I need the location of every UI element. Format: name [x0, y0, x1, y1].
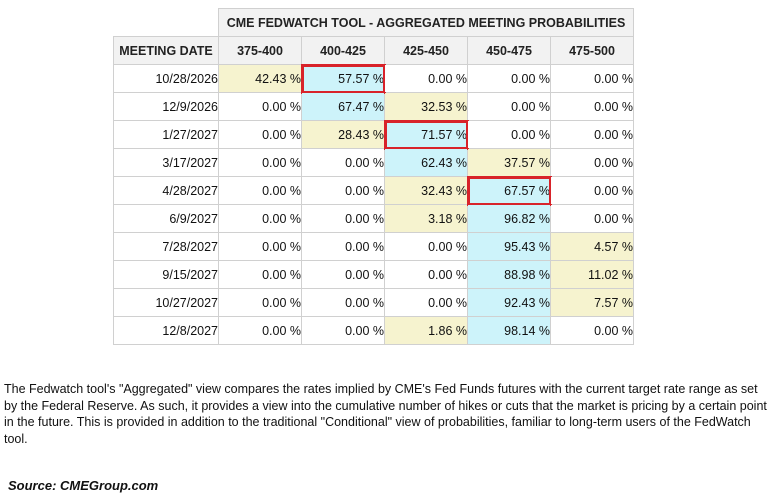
- fedwatch-table: CME FEDWATCH TOOL - AGGREGATED MEETING P…: [113, 8, 634, 345]
- table-title: CME FEDWATCH TOOL - AGGREGATED MEETING P…: [218, 8, 634, 37]
- probability-cell: 1.86 %: [384, 316, 468, 345]
- probability-cell: 0.00 %: [550, 64, 634, 93]
- probability-cell: 0.00 %: [301, 176, 385, 205]
- table-corner: [113, 8, 219, 37]
- probability-cell: 96.82 %: [467, 204, 551, 233]
- highlighted-probability-cell: 71.57 %: [383, 119, 469, 150]
- meeting-date-cell: 4/28/2027: [113, 176, 219, 205]
- probability-cell: 0.00 %: [301, 232, 385, 261]
- probability-cell: 28.43 %: [301, 120, 385, 149]
- meeting-date-cell: 12/9/2026: [113, 92, 219, 121]
- table-row: 9/15/2027 0.00 % 0.00 % 0.00 % 88.98 % 11.02 …: [113, 260, 634, 289]
- probability-cell: 4.57 %: [550, 232, 634, 261]
- table-row: 4/28/2027 0.00 % 0.00 % 32.43 % 67.57 % 0.00 …: [113, 175, 634, 206]
- probability-cell: 92.43 %: [467, 288, 551, 317]
- probability-cell: 0.00 %: [218, 260, 302, 289]
- probability-cell: 42.43 %: [218, 64, 302, 93]
- meeting-date-cell: 6/9/2027: [113, 204, 219, 233]
- probability-cell: 32.43 %: [384, 176, 468, 205]
- meeting-date-cell: 3/17/2027: [113, 148, 219, 177]
- rate-range-header: 425-450: [384, 36, 468, 65]
- probability-cell: 0.00 %: [218, 92, 302, 121]
- probability-cell: 0.00 %: [218, 204, 302, 233]
- probability-cell: 0.00 %: [550, 148, 634, 177]
- source-credit: Source: CMEGroup.com: [8, 478, 159, 493]
- probability-cell: 0.00 %: [467, 120, 551, 149]
- probability-cell: 0.00 %: [218, 288, 302, 317]
- table-row: 6/9/2027 0.00 % 0.00 % 3.18 % 96.82 % 0.00 %: [113, 204, 634, 233]
- probability-cell: 0.00 %: [301, 148, 385, 177]
- probability-cell: 0.00 %: [384, 260, 468, 289]
- probability-cell: 3.18 %: [384, 204, 468, 233]
- probability-cell: 32.53 %: [384, 92, 468, 121]
- highlighted-probability-cell: 57.57 %: [300, 63, 386, 94]
- probability-cell: 62.43 %: [384, 148, 468, 177]
- probability-cell: 37.57 %: [467, 148, 551, 177]
- meeting-date-cell: 1/27/2027: [113, 120, 219, 149]
- table-row: 10/28/2026 42.43 % 57.57 % 0.00 % 0.00 % 0.00…: [113, 63, 634, 94]
- rate-range-header: 450-475: [467, 36, 551, 65]
- table-row: 12/8/2027 0.00 % 0.00 % 1.86 % 98.14 % 0.00 %: [113, 316, 634, 345]
- description-text: The Fedwatch tool's "Aggregated" view co…: [4, 382, 767, 446]
- probability-cell: 0.00 %: [218, 232, 302, 261]
- rate-range-header: 375-400: [218, 36, 302, 65]
- probability-cell: 0.00 %: [301, 260, 385, 289]
- probability-cell: 7.57 %: [550, 288, 634, 317]
- probability-cell: 0.00 %: [301, 204, 385, 233]
- probability-cell: 0.00 %: [218, 120, 302, 149]
- probability-cell: 67.47 %: [301, 92, 385, 121]
- probability-cell: 0.00 %: [550, 204, 634, 233]
- probability-cell: 0.00 %: [550, 120, 634, 149]
- meeting-date-cell: 12/8/2027: [113, 316, 219, 345]
- table-row: 1/27/2027 0.00 % 28.43 % 71.57 % 0.00 % 0.00 …: [113, 119, 634, 150]
- probability-cell: 0.00 %: [550, 92, 634, 121]
- probability-cell: 0.00 %: [384, 288, 468, 317]
- table-row: 12/9/2026 0.00 % 67.47 % 32.53 % 0.00 % 0.00 …: [113, 92, 634, 121]
- table-row: 3/17/2027 0.00 % 0.00 % 62.43 % 37.57 % 0.00 …: [113, 148, 634, 177]
- probability-cell: 0.00 %: [467, 64, 551, 93]
- meeting-date-cell: 7/28/2027: [113, 232, 219, 261]
- probability-cell: 95.43 %: [467, 232, 551, 261]
- rate-range-header: 475-500: [550, 36, 634, 65]
- probability-cell: 0.00 %: [218, 148, 302, 177]
- probability-cell: 88.98 %: [467, 260, 551, 289]
- meeting-date-cell: 9/15/2027: [113, 260, 219, 289]
- meeting-date-cell: 10/27/2027: [113, 288, 219, 317]
- probability-cell: 98.14 %: [467, 316, 551, 345]
- probability-cell: 0.00 %: [218, 316, 302, 345]
- probability-cell: 0.00 %: [467, 92, 551, 121]
- meeting-date-cell: 10/28/2026: [113, 64, 219, 93]
- highlighted-probability-cell: 67.57 %: [466, 175, 552, 206]
- probability-cell: 0.00 %: [550, 176, 634, 205]
- table-row: 10/27/2027 0.00 % 0.00 % 0.00 % 92.43 % 7.57 …: [113, 288, 634, 317]
- probability-cell: 0.00 %: [218, 176, 302, 205]
- probability-cell: 0.00 %: [301, 288, 385, 317]
- probability-cell: 0.00 %: [301, 316, 385, 345]
- table-row: 7/28/2027 0.00 % 0.00 % 0.00 % 95.43 % 4.57 %: [113, 232, 634, 261]
- probability-cell: 0.00 %: [550, 316, 634, 345]
- probability-cell: 0.00 %: [384, 64, 468, 93]
- meeting-date-header: MEETING DATE: [113, 36, 219, 65]
- probability-cell: 0.00 %: [384, 232, 468, 261]
- rate-range-header: 400-425: [301, 36, 385, 65]
- probability-cell: 11.02 %: [550, 260, 634, 289]
